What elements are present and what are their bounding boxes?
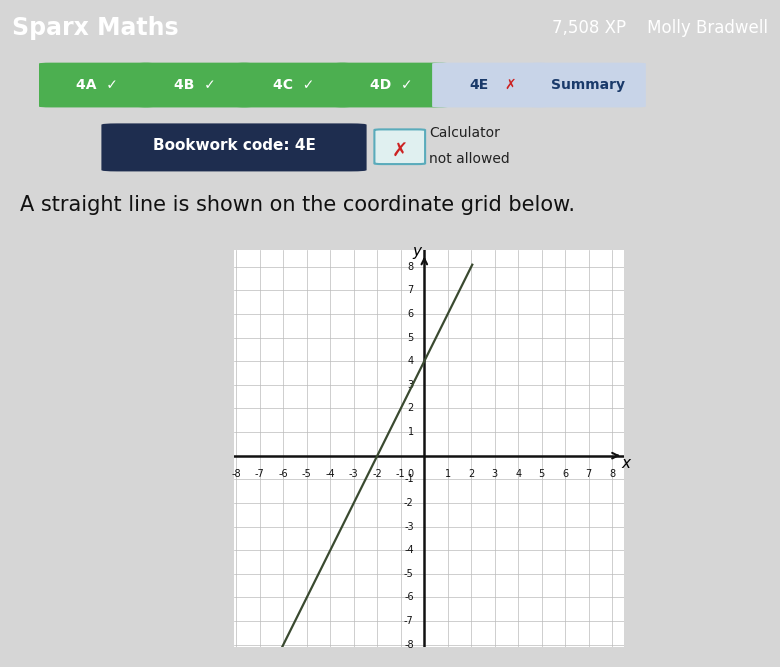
Text: -5: -5 [302,469,312,479]
FancyBboxPatch shape [39,63,154,107]
Text: ✗: ✗ [392,142,408,161]
Text: 4: 4 [408,356,413,366]
Text: 5: 5 [407,333,413,343]
FancyBboxPatch shape [530,63,646,107]
Text: -3: -3 [349,469,359,479]
FancyBboxPatch shape [101,123,367,171]
Text: A straight line is shown on the coordinate grid below.: A straight line is shown on the coordina… [20,195,575,215]
Text: 2: 2 [468,469,474,479]
Text: 1: 1 [408,427,413,437]
Text: 6: 6 [408,309,413,319]
Text: y: y [413,244,422,259]
Text: -2: -2 [404,498,413,508]
Text: Calculator: Calculator [429,127,500,140]
Text: 5: 5 [539,469,545,479]
Text: -5: -5 [404,569,413,579]
FancyBboxPatch shape [374,129,425,164]
Text: -7: -7 [255,469,264,479]
Text: -8: -8 [232,469,241,479]
Text: 8: 8 [609,469,615,479]
Text: Summary: Summary [551,78,625,92]
Text: -2: -2 [372,469,382,479]
FancyBboxPatch shape [137,63,253,107]
Text: ✗: ✗ [505,78,516,92]
Text: -3: -3 [404,522,413,532]
Text: x: x [622,456,631,472]
Text: 8: 8 [408,261,413,271]
Text: -8: -8 [404,640,413,650]
Text: -6: -6 [278,469,288,479]
Text: 4D  ✓: 4D ✓ [370,78,413,92]
Text: 3: 3 [408,380,413,390]
FancyBboxPatch shape [432,63,548,107]
Text: 4: 4 [516,469,521,479]
Text: Sparx Maths: Sparx Maths [12,17,179,40]
Text: -1: -1 [396,469,406,479]
Text: 0: 0 [408,469,413,479]
Text: 2: 2 [407,404,413,414]
FancyBboxPatch shape [334,63,449,107]
Text: not allowed: not allowed [429,152,510,165]
Text: 7,508 XP    Molly Bradwell: 7,508 XP Molly Bradwell [552,19,768,37]
FancyBboxPatch shape [236,63,351,107]
Text: -6: -6 [404,592,413,602]
Text: 6: 6 [562,469,569,479]
Text: 4A  ✓: 4A ✓ [76,78,118,92]
Text: 7: 7 [407,285,413,295]
Text: 1: 1 [445,469,451,479]
Text: -4: -4 [325,469,335,479]
Text: Bookwork code: 4E: Bookwork code: 4E [153,138,315,153]
Text: -4: -4 [404,545,413,555]
Text: 4B  ✓: 4B ✓ [174,78,216,92]
Text: -7: -7 [404,616,413,626]
Text: -1: -1 [404,474,413,484]
Text: 7: 7 [586,469,592,479]
Text: 4E: 4E [470,78,488,92]
Text: 3: 3 [491,469,498,479]
Text: 4C  ✓: 4C ✓ [272,78,314,92]
